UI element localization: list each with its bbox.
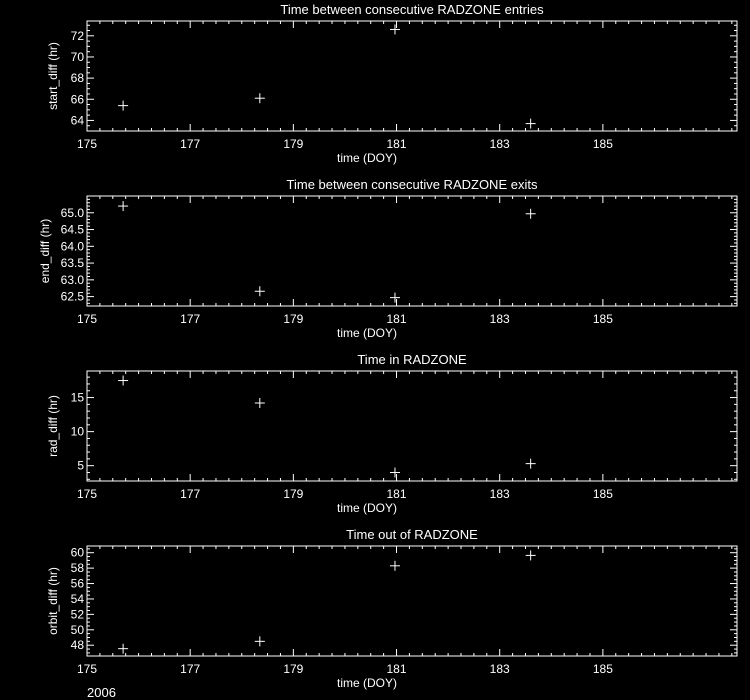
y-tick-label: 65.0 <box>61 206 85 220</box>
x-tick-label: 185 <box>593 137 613 151</box>
y-tick-label: 62.5 <box>61 290 85 304</box>
data-point <box>525 118 536 129</box>
y-tick-label: 50 <box>71 623 85 637</box>
chart-panel-2: Time between consecutive RADZONE exits 17… <box>38 177 738 340</box>
data-point <box>389 292 400 303</box>
y-axis-label: rad_diff (hr) <box>46 395 60 457</box>
plot-frame <box>86 20 738 132</box>
x-axis-label: time (DOY) <box>337 326 397 340</box>
data-point <box>254 636 265 647</box>
chart-title: Time between consecutive RADZONE exits <box>287 177 538 192</box>
chart-title: Time between consecutive RADZONE entries <box>280 2 544 17</box>
x-tick-label: 181 <box>387 137 407 151</box>
data-point <box>254 93 265 104</box>
x-tick-label: 179 <box>283 662 303 676</box>
y-axis-label: end_diff (hr) <box>38 219 52 283</box>
y-tick-label: 70 <box>71 50 85 64</box>
chart-panel-1: Time between consecutive RADZONE entries… <box>46 2 738 165</box>
x-tick-label: 183 <box>490 137 510 151</box>
y-tick-label: 66 <box>71 92 85 106</box>
y-tick-label: 63.5 <box>61 256 85 270</box>
x-tick-label: 179 <box>283 312 303 326</box>
data-point <box>525 550 536 561</box>
x-tick-label: 175 <box>77 137 97 151</box>
data-point <box>254 286 265 297</box>
x-tick-label: 175 <box>77 312 97 326</box>
plot-frame <box>86 370 738 482</box>
data-point <box>389 24 400 35</box>
x-tick-label: 181 <box>387 662 407 676</box>
x-tick-label: 181 <box>387 312 407 326</box>
data-point <box>118 100 129 111</box>
chart-panel-4: Time out of RADZONE 175 177 179 181 183 185 tim… <box>46 527 738 690</box>
y-tick-label: 58 <box>71 561 85 575</box>
data-point <box>525 458 536 469</box>
y-tick-label: 52 <box>71 607 85 621</box>
x-axis-label: time (DOY) <box>337 151 397 165</box>
y-tick-label: 48 <box>71 638 85 652</box>
y-tick-label: 72 <box>71 29 85 43</box>
data-point <box>525 208 536 219</box>
x-tick-label: 175 <box>77 662 97 676</box>
y-tick-label: 10 <box>71 425 85 439</box>
y-tick-label: 64.0 <box>61 239 85 253</box>
data-point <box>389 560 400 571</box>
x-axis-label: time (DOY) <box>337 676 397 690</box>
x-tick-label: 181 <box>387 487 407 501</box>
year-label: 2006 <box>87 685 116 700</box>
plot-frame <box>86 545 738 657</box>
chart-title: Time out of RADZONE <box>346 527 478 542</box>
data-point <box>254 398 265 409</box>
x-tick-label: 177 <box>180 487 200 501</box>
y-tick-label: 64.5 <box>61 223 85 237</box>
data-point <box>118 375 129 386</box>
y-tick-label: 63.0 <box>61 273 85 287</box>
x-tick-label: 177 <box>180 312 200 326</box>
chart-panel-3: Time in RADZONE 175 177 179 181 183 185 time (D… <box>46 352 738 515</box>
data-point <box>118 201 129 212</box>
plot-frame <box>86 195 738 307</box>
y-tick-label: 54 <box>71 592 85 606</box>
y-tick-label: 64 <box>71 113 85 127</box>
y-tick-label: 5 <box>77 459 84 473</box>
data-point <box>118 643 129 654</box>
data-point <box>389 467 400 478</box>
y-tick-label: 60 <box>71 546 85 560</box>
x-tick-label: 183 <box>490 312 510 326</box>
y-tick-label: 15 <box>71 391 85 405</box>
x-tick-label: 179 <box>283 487 303 501</box>
x-tick-label: 185 <box>593 312 613 326</box>
y-tick-label: 56 <box>71 577 85 591</box>
y-axis-label: start_diff (hr) <box>46 42 60 110</box>
x-tick-label: 185 <box>593 487 613 501</box>
x-tick-label: 177 <box>180 662 200 676</box>
y-tick-label: 68 <box>71 71 85 85</box>
x-tick-label: 185 <box>593 662 613 676</box>
y-axis-label: orbit_diff (hr) <box>46 567 60 635</box>
x-tick-label: 179 <box>283 137 303 151</box>
x-tick-label: 175 <box>77 487 97 501</box>
chart-title: Time in RADZONE <box>357 352 467 367</box>
x-tick-label: 183 <box>490 487 510 501</box>
x-tick-label: 177 <box>180 137 200 151</box>
x-axis-label: time (DOY) <box>337 501 397 515</box>
x-tick-label: 183 <box>490 662 510 676</box>
